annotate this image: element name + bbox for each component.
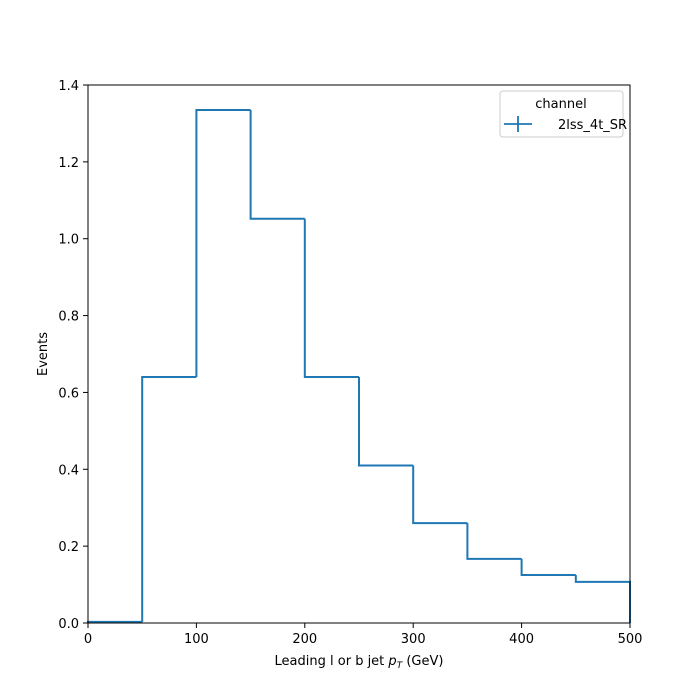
histogram-bin	[520, 558, 576, 576]
x-tick-label: 300	[401, 632, 426, 647]
y-tick-label: 1.0	[58, 233, 79, 248]
y-tick-label: 1.2	[58, 156, 79, 171]
x-axis: 0 100 200 300 400 500	[84, 623, 643, 647]
legend-series-label: 2lss_4t_SR	[558, 118, 627, 133]
x-tick-label: 100	[184, 632, 209, 647]
plot-background	[88, 85, 630, 623]
histogram-bin	[358, 377, 414, 467]
x-tick-label: 400	[509, 632, 534, 647]
x-tick-label: 0	[84, 632, 92, 647]
x-axis-label: Leading l or b jet pT (GeV)	[275, 654, 444, 671]
y-tick-label: 0.6	[58, 386, 79, 401]
legend-box	[499, 90, 624, 138]
y-tick-label: 0.4	[58, 463, 79, 478]
y-axis-label: Events	[36, 332, 51, 376]
y-tick-label: 1.4	[58, 79, 79, 94]
legend: channel 2lss_4t_SR	[499, 90, 627, 138]
y-tick-label: 0.2	[58, 540, 79, 555]
y-tick-label: 0.0	[58, 617, 79, 632]
y-tick-label: 0.8	[58, 310, 79, 325]
x-tick-label: 500	[618, 632, 643, 647]
y-axis: 0.0 0.2 0.4 0.6 0.8 1.0 1.2 1.4	[58, 79, 88, 632]
histogram-bin	[195, 108, 251, 378]
histogram-bin	[141, 376, 197, 622]
plot-frame	[87, 84, 631, 624]
histogram-bin	[303, 218, 359, 379]
histogram-bin	[249, 109, 305, 220]
histogram-bin	[466, 523, 522, 560]
histogram-bin	[412, 465, 468, 525]
x-tick-label: 200	[292, 632, 317, 647]
legend-title: channel	[535, 97, 586, 112]
